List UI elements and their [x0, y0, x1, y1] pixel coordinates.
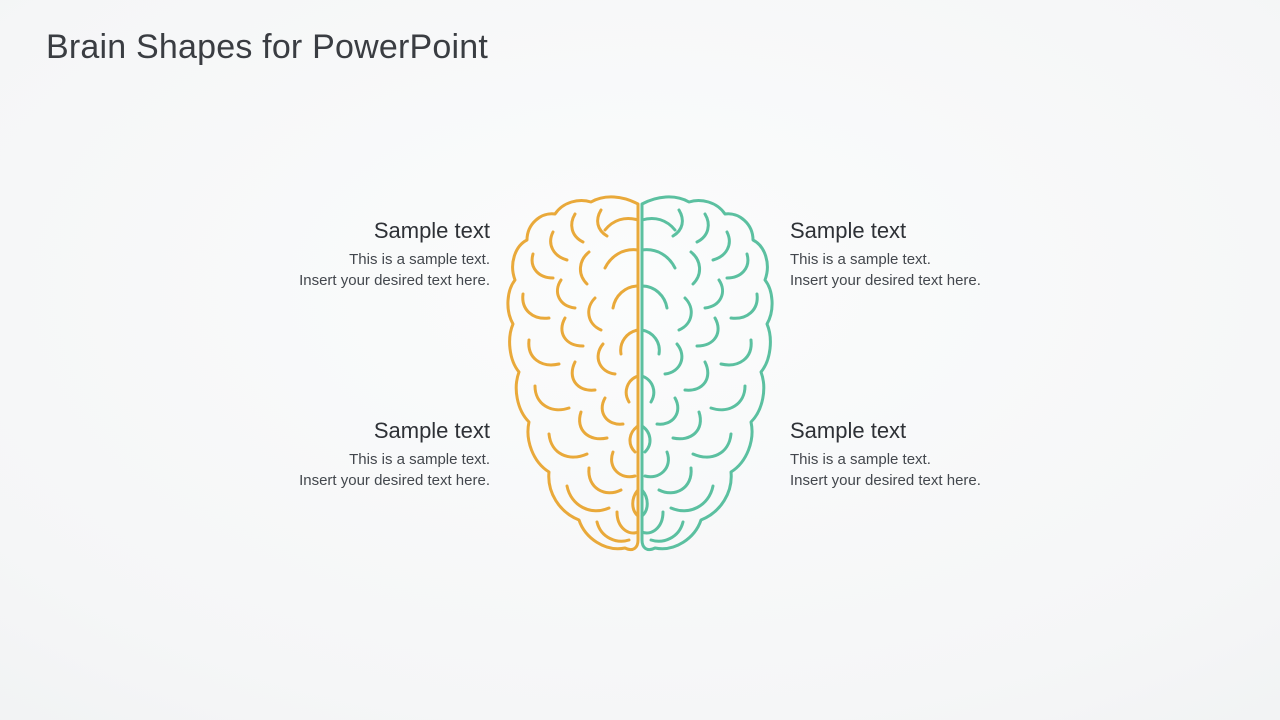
callout-heading: Sample text [790, 418, 1090, 444]
callout-bottom-left: Sample text This is a sample text. Inser… [190, 418, 490, 491]
slide-title: Brain Shapes for PowerPoint [46, 28, 488, 67]
diagram-stage: Sample text This is a sample text. Inser… [0, 160, 1280, 640]
callout-body: This is a sample text. Insert your desir… [190, 250, 490, 291]
callout-heading: Sample text [190, 218, 490, 244]
callout-top-left: Sample text This is a sample text. Inser… [190, 218, 490, 291]
callout-body: This is a sample text. Insert your desir… [790, 450, 1090, 491]
callout-body: This is a sample text. Insert your desir… [190, 450, 490, 491]
callout-heading: Sample text [790, 218, 1090, 244]
brain-right-hemisphere [642, 197, 772, 550]
brain-left-hemisphere [508, 197, 638, 550]
brain-icon [505, 190, 775, 560]
callout-top-right: Sample text This is a sample text. Inser… [790, 218, 1090, 291]
callout-body: This is a sample text. Insert your desir… [790, 250, 1090, 291]
callout-heading: Sample text [190, 418, 490, 444]
callout-bottom-right: Sample text This is a sample text. Inser… [790, 418, 1090, 491]
